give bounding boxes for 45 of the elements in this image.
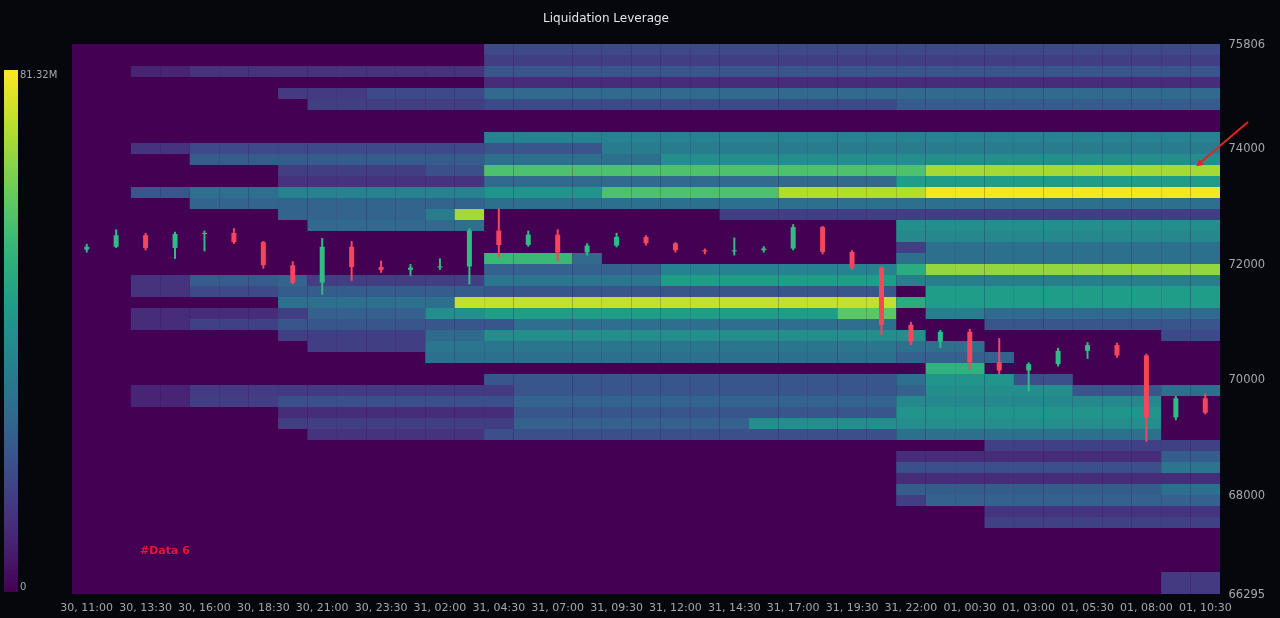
y-tick-label: 74000 <box>1228 140 1266 155</box>
x-tick-label: 30, 16:00 <box>178 600 231 614</box>
color-bar-label: 0 <box>20 581 27 592</box>
x-tick-label: 01, 08:00 <box>1120 600 1173 614</box>
candlestick <box>790 223 796 252</box>
candlestick <box>172 230 178 260</box>
x-tick-label: 31, 17:00 <box>766 600 820 614</box>
color-bar-label: 81.32M <box>20 69 58 80</box>
x-tick-label: 31, 09:30 <box>590 600 643 614</box>
x-tick-label: 30, 18:30 <box>236 600 290 614</box>
candlestick <box>849 249 855 271</box>
x-tick-label: 01, 10:30 <box>1178 600 1232 614</box>
candlestick <box>1202 392 1208 416</box>
candlestick <box>1026 361 1032 393</box>
y-tick-label: 75806 <box>1228 36 1266 51</box>
x-tick-label: 01, 00:30 <box>943 600 997 614</box>
x-tick-label: 30, 13:30 <box>119 600 172 614</box>
x-tick-label: 31, 02:00 <box>413 600 467 614</box>
y-tick-label: 70000 <box>1228 372 1266 387</box>
x-tick-label: 30, 11:00 <box>60 600 114 614</box>
x-tick-label: 31, 19:30 <box>825 600 879 614</box>
x-tick-label: 01, 03:00 <box>1002 600 1056 614</box>
candlestick <box>496 207 502 259</box>
x-tick-label: 30, 21:00 <box>295 600 349 614</box>
y-tick-label: 66295 <box>1228 586 1266 601</box>
color-bar-title: Liquidation Leverage <box>543 11 669 25</box>
candlestick <box>349 239 355 282</box>
candlestick <box>1173 394 1179 422</box>
candlestick <box>996 337 1002 375</box>
y-tick-label: 68000 <box>1228 487 1266 502</box>
x-tick-label: 31, 14:30 <box>707 600 761 614</box>
candlestick <box>1055 346 1061 368</box>
candlestick <box>113 228 119 249</box>
candlestick <box>290 260 296 286</box>
x-tick-label: 31, 04:30 <box>472 600 526 614</box>
candlestick <box>260 239 266 270</box>
x-tick-label: 30, 23:30 <box>354 600 408 614</box>
annotation: #Data 6 <box>140 544 191 557</box>
candlestick <box>555 228 561 263</box>
x-tick-label: 31, 22:00 <box>884 600 938 614</box>
x-tick-label: 31, 12:00 <box>649 600 702 614</box>
y-tick-label: 72000 <box>1228 256 1266 271</box>
candlestick <box>908 320 914 347</box>
x-tick-label: 31, 07:00 <box>531 600 585 614</box>
x-tick-label: 01, 05:30 <box>1061 600 1114 614</box>
